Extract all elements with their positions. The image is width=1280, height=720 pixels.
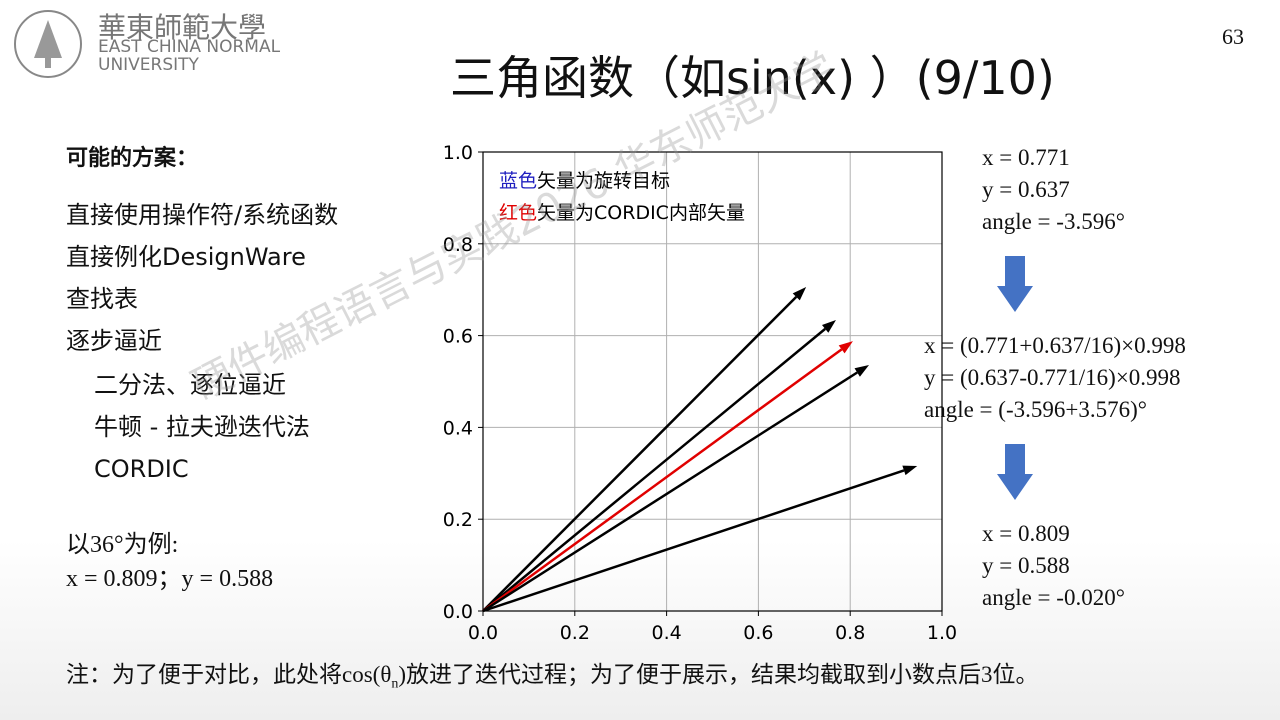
vector-head xyxy=(854,364,870,377)
vector xyxy=(482,341,853,613)
legend-rest: 矢量为旋转目标 xyxy=(537,170,670,192)
y-tick-label: 1.0 xyxy=(443,142,473,164)
legend-text: 蓝色矢量为旋转目标 xyxy=(499,170,670,192)
sub-item: CORDIC xyxy=(94,455,189,483)
vector-head xyxy=(821,319,836,333)
vector-head xyxy=(838,341,853,354)
x-tick-label: 0.6 xyxy=(743,622,773,644)
x-tick-label: 0.2 xyxy=(560,622,590,644)
note-part: )放进了迭代过程；为了便于展示，结果均截取到小数点后3位。 xyxy=(398,662,1039,687)
annotation-line: x = 0.771 xyxy=(982,145,1070,170)
vector-shaft xyxy=(482,469,905,613)
vector xyxy=(482,465,918,613)
x-tick-label: 0.8 xyxy=(835,622,865,644)
right-top: x = 0.771 y = 0.637 angle = -3.596° xyxy=(982,142,1125,238)
left-heading: 可能的方案： xyxy=(66,146,199,171)
logo-emblem xyxy=(14,10,82,78)
page-number: 63 xyxy=(1222,24,1244,49)
note-part: 注：为了便于对比，此处将cos(θ xyxy=(66,662,392,687)
legend-blue: 蓝色 xyxy=(499,170,537,192)
vector-shaft xyxy=(482,371,858,613)
vector-chart: 0.0 0.2 0.4 0.6 0.8 1.0 0.0 0.2 0.4 0.6 0.8 1.0 蓝色矢量… xyxy=(443,142,957,644)
right-bottom: x = 0.809 y = 0.588 angle = -0.020° xyxy=(982,518,1125,614)
list-item: 直接例化DesignWare xyxy=(66,243,306,271)
right-middle: x = (0.771+0.637/16)×0.998 y = (0.637-0.7… xyxy=(924,330,1186,426)
legend-rest: 矢量为CORDIC内部矢量 xyxy=(537,202,745,224)
annotation-line: angle = -3.596° xyxy=(982,209,1125,234)
note-sub: n xyxy=(391,676,399,692)
y-tick-label: 0.0 xyxy=(443,601,473,623)
logo-en: EAST CHINA NORMAL UNIVERSITY xyxy=(98,38,280,74)
x-tick-label: 1.0 xyxy=(927,622,957,644)
logo-en-1: EAST CHINA NORMAL xyxy=(98,37,281,57)
legend-text: 红色矢量为CORDIC内部矢量 xyxy=(499,202,745,224)
y-tick-label: 0.6 xyxy=(443,326,473,348)
sub-item: 牛顿 - 拉夫逊迭代法 xyxy=(94,413,310,441)
vector-shaft xyxy=(482,348,843,613)
example-values: x = 0.809；y = 0.588 xyxy=(66,566,274,592)
list-item: 查找表 xyxy=(66,285,138,313)
vector-head xyxy=(792,286,807,301)
logo-en-2: UNIVERSITY xyxy=(98,55,199,75)
vector xyxy=(482,319,836,612)
down-arrow xyxy=(997,444,1033,500)
plot-frame xyxy=(482,151,943,612)
vector-head xyxy=(902,465,918,476)
annotation-line: angle = (-3.596+3.576)° xyxy=(924,397,1147,422)
x-tick-label: 0.4 xyxy=(651,622,681,644)
annotation-line: y = 0.637 xyxy=(982,177,1070,202)
annotation-line: y = 0.588 xyxy=(982,553,1070,578)
y-tick-label: 0.4 xyxy=(443,417,473,439)
example: 以36°为例: x = 0.809；y = 0.588 xyxy=(66,528,273,596)
note: 注：为了便于对比，此处将cos(θn)放进了迭代过程；为了便于展示，结果均截取到… xyxy=(66,655,1039,693)
logo-cn: 華東師範大學 xyxy=(98,11,267,44)
annotation-line: x = 0.809 xyxy=(982,521,1070,546)
down-arrow xyxy=(997,256,1033,312)
y-tick-label: 0.2 xyxy=(443,509,473,531)
vector-shaft xyxy=(482,295,798,612)
annotation-line: x = (0.771+0.637/16)×0.998 xyxy=(924,333,1186,358)
annotation-line: angle = -0.020° xyxy=(982,585,1125,610)
subitem-list: 二分法、逐位逼近 牛顿 - 拉夫逊迭代法 CORDIC xyxy=(94,364,310,490)
legend-red: 红色 xyxy=(499,202,537,224)
x-tick-label: 0.0 xyxy=(468,622,498,644)
y-tick-label: 0.8 xyxy=(443,234,473,256)
slide-title: 三角函数（如sin(x) ）(9/10) xyxy=(450,51,1055,105)
list-item: 直接使用操作符/系统函数 xyxy=(66,201,339,229)
list-item: 逐步逼近 xyxy=(66,327,162,355)
vector xyxy=(482,286,807,612)
sub-item: 二分法、逐位逼近 xyxy=(94,371,286,399)
vector xyxy=(482,364,870,613)
example-title: 以36°为例: xyxy=(66,532,179,558)
item-list: 直接使用操作符/系统函数 直接例化DesignWare 查找表逐步逼近 xyxy=(66,194,338,362)
vector-shaft xyxy=(482,327,826,612)
annotation-line: y = (0.637-0.771/16)×0.998 xyxy=(924,365,1181,390)
